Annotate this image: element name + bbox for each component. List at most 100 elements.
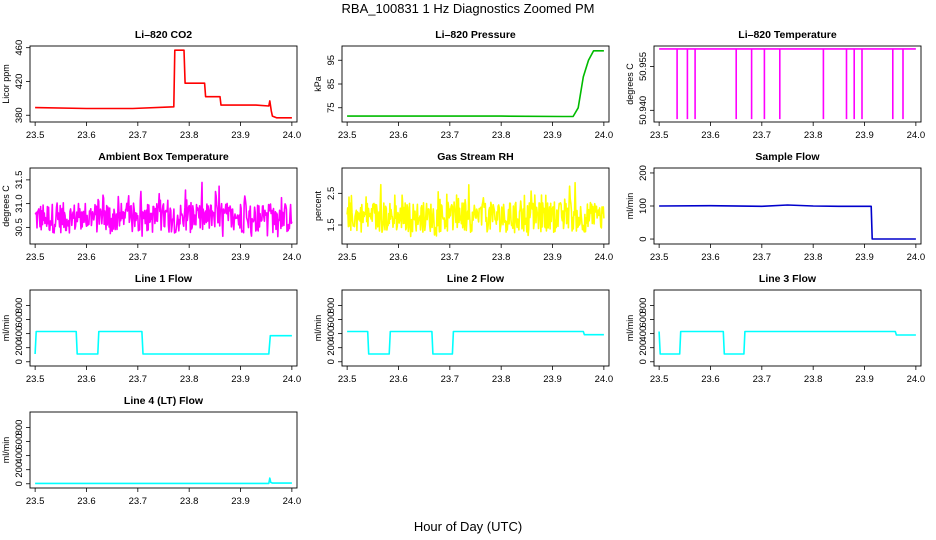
y-tick-label: 100 — [638, 198, 649, 214]
x-tick-label: 24.0 — [907, 374, 926, 385]
x-tick-label: 23.5 — [26, 496, 45, 507]
y-tick-label: 2.5 — [326, 187, 337, 200]
x-tick-label: 23.7 — [441, 252, 460, 263]
plot-frame — [29, 167, 298, 245]
data-series — [347, 330, 604, 355]
plot-frame — [341, 289, 610, 367]
plot-frame — [341, 45, 610, 123]
x-tick-label: 23.8 — [180, 374, 199, 385]
x-tick-label: 24.0 — [283, 252, 302, 263]
y-axis-label: ml/min — [1, 437, 11, 464]
y-tick-label: 400 — [14, 326, 25, 342]
figure-title: RBA_100831 1 Hz Diagnostics Zoomed PM — [341, 1, 595, 16]
x-tick-label: 23.8 — [180, 496, 199, 507]
x-tick-label: 24.0 — [595, 374, 614, 385]
x-tick-label: 23.8 — [492, 374, 511, 385]
x-tick-label: 23.9 — [231, 252, 250, 263]
x-tick-label: 23.6 — [701, 374, 720, 385]
x-tick-label: 23.5 — [338, 130, 357, 141]
panel-title: Line 3 Flow — [759, 273, 817, 285]
x-tick-label: 23.7 — [129, 496, 148, 507]
y-tick-label: 85 — [326, 79, 337, 90]
y-tick-label: 460 — [14, 40, 25, 56]
x-tick-label: 23.5 — [26, 130, 45, 141]
x-tick-label: 23.7 — [129, 252, 148, 263]
y-tick-label: 95 — [326, 55, 337, 66]
x-tick-label: 23.6 — [77, 496, 96, 507]
x-tick-label: 23.9 — [543, 374, 562, 385]
x-tick-label: 23.7 — [441, 130, 460, 141]
y-tick-label: 420 — [14, 74, 25, 90]
panel-6: Sample Flow ml/min 23.5 23.6 23.7 23.8 23.9 24.… — [625, 151, 925, 263]
x-tick-label: 23.7 — [441, 374, 460, 385]
data-series — [659, 204, 916, 240]
y-tick-label: 800 — [638, 298, 649, 314]
y-axis-label: ml/min — [625, 193, 635, 220]
panel-title: Ambient Box Temperature — [98, 151, 229, 163]
x-tick-label: 24.0 — [595, 130, 614, 141]
y-axis-label: Licor ppm — [1, 64, 11, 104]
y-axis-label: ml/min — [1, 315, 11, 342]
x-tick-label: 23.6 — [77, 130, 96, 141]
y-axis-label: degrees C — [625, 63, 635, 105]
plot-frame — [653, 45, 922, 123]
y-tick-label: 0 — [638, 236, 649, 241]
x-tick-label: 24.0 — [283, 374, 302, 385]
panel-7: Line 1 Flow ml/min 23.5 23.6 23.7 23.8 23.9 24.… — [1, 273, 301, 385]
x-tick-label: 23.9 — [231, 496, 250, 507]
data-series — [34, 181, 293, 238]
x-tick-label: 23.9 — [543, 130, 562, 141]
panel-title: Li–820 Pressure — [435, 29, 516, 41]
y-tick-label: 600 — [14, 312, 25, 328]
data-series — [347, 50, 604, 118]
y-axis-label: percent — [313, 190, 323, 221]
panel-9: Line 3 Flow ml/min 23.5 23.6 23.7 23.8 23.9 24.… — [625, 273, 925, 385]
panel-10: Line 4 (LT) Flow ml/min 23.5 23.6 23.7 23.8 23… — [1, 395, 301, 507]
y-tick-label: 50.955 — [638, 52, 649, 81]
y-tick-label: 200 — [14, 340, 25, 356]
x-tick-label: 23.5 — [650, 252, 669, 263]
y-tick-label: 600 — [326, 312, 337, 328]
x-tick-label: 23.8 — [804, 252, 823, 263]
panel-title: Li–820 Temperature — [738, 29, 837, 41]
y-tick-label: 50.940 — [638, 96, 649, 125]
x-tick-label: 23.8 — [804, 374, 823, 385]
x-tick-label: 23.9 — [231, 130, 250, 141]
x-tick-label: 23.9 — [543, 252, 562, 263]
x-tick-label: 23.9 — [855, 130, 874, 141]
x-tick-label: 24.0 — [283, 130, 302, 141]
y-tick-label: 75 — [326, 102, 337, 113]
y-tick-label: 380 — [14, 107, 25, 123]
y-tick-label: 31.0 — [14, 194, 25, 213]
y-tick-label: 800 — [14, 420, 25, 436]
x-tick-label: 23.7 — [753, 252, 772, 263]
y-tick-label: 800 — [326, 298, 337, 314]
panel-4: Ambient Box Temperature degrees C 23.5 23.6… — [1, 151, 301, 263]
x-tick-label: 23.5 — [650, 374, 669, 385]
data-series — [659, 48, 916, 120]
x-tick-label: 23.5 — [650, 130, 669, 141]
panel-title: Line 2 Flow — [447, 273, 505, 285]
y-tick-label: 400 — [14, 448, 25, 464]
plot-frame — [29, 411, 298, 489]
x-tick-label: 24.0 — [283, 496, 302, 507]
panel-3: Li–820 Temperature degrees C 23.5 23.6 23.7 2… — [625, 29, 925, 141]
y-tick-label: 600 — [638, 312, 649, 328]
y-axis-label: kPa — [313, 76, 323, 92]
plot-frame — [341, 167, 610, 245]
y-tick-label: 800 — [14, 298, 25, 314]
panel-title: Sample Flow — [755, 151, 820, 163]
x-tick-label: 23.5 — [338, 374, 357, 385]
x-tick-label: 24.0 — [907, 252, 926, 263]
y-tick-label: 0 — [638, 359, 649, 364]
x-tick-label: 23.8 — [492, 252, 511, 263]
y-tick-label: 200 — [638, 340, 649, 356]
y-tick-label: 200 — [638, 165, 649, 181]
y-tick-label: 30.5 — [14, 218, 25, 237]
x-tick-label: 23.9 — [231, 374, 250, 385]
x-tick-label: 23.9 — [855, 374, 874, 385]
x-tick-label: 23.6 — [701, 130, 720, 141]
x-tick-label: 23.6 — [77, 374, 96, 385]
y-axis-label: degrees C — [1, 185, 11, 227]
